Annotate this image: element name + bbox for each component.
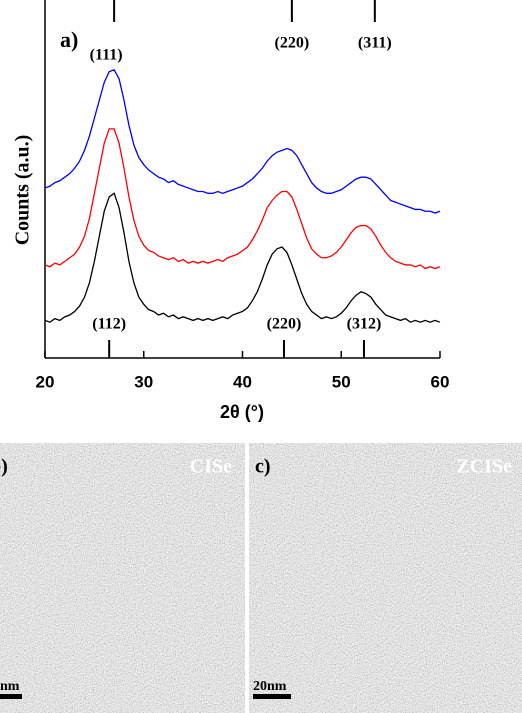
x-tick-label: 60 [431, 372, 450, 391]
x-tick-label: 40 [233, 372, 252, 391]
sample-label: CISe [190, 456, 232, 478]
scale-bar [0, 694, 22, 699]
tem-panels: b) CISe 20nm c) ZCISe 20nm [0, 443, 522, 713]
x-tick-label: 20 [36, 372, 55, 391]
peak-label: (111) [90, 47, 123, 64]
panel-label: c) [255, 456, 271, 478]
peak-label: (312) [347, 316, 382, 333]
x-tick-label: 50 [332, 372, 351, 391]
panel-label: a) [60, 27, 78, 52]
peak-label: (220) [275, 35, 310, 52]
xrd-line [44, 69, 441, 214]
tem-image [249, 443, 522, 713]
scale-bar [253, 694, 291, 699]
peak-label: (220) [267, 316, 302, 333]
xrd-line [44, 192, 441, 323]
xrd-line [44, 128, 441, 270]
peak-label: (112) [92, 316, 126, 333]
x-axis-label: 2θ (°) [220, 402, 264, 422]
panel-label: b) [0, 456, 8, 478]
tem-image [0, 443, 245, 713]
scale-label: 20nm [0, 679, 20, 694]
x-tick-label: 30 [134, 372, 153, 391]
peak-label: (311) [358, 35, 392, 52]
sample-label: ZCISe [456, 456, 512, 478]
scale-label: 20nm [253, 679, 287, 694]
y-axis-label: Counts (a.u.) [12, 135, 34, 246]
